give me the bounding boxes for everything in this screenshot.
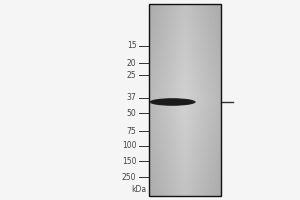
Text: 75: 75 xyxy=(127,127,136,136)
Ellipse shape xyxy=(160,101,184,103)
Ellipse shape xyxy=(151,99,194,105)
Text: 150: 150 xyxy=(122,156,136,166)
Text: kDa: kDa xyxy=(131,184,146,194)
Text: 15: 15 xyxy=(127,42,136,50)
Text: 250: 250 xyxy=(122,172,136,182)
Ellipse shape xyxy=(159,101,186,103)
Text: 50: 50 xyxy=(127,108,136,117)
Ellipse shape xyxy=(156,100,189,104)
Bar xyxy=(148,4,220,196)
Ellipse shape xyxy=(154,100,191,104)
Ellipse shape xyxy=(149,98,196,106)
Ellipse shape xyxy=(158,100,188,104)
Text: 20: 20 xyxy=(127,58,136,68)
Ellipse shape xyxy=(152,99,193,105)
Text: 25: 25 xyxy=(127,71,136,79)
Text: 100: 100 xyxy=(122,142,136,150)
Text: 37: 37 xyxy=(127,94,136,102)
